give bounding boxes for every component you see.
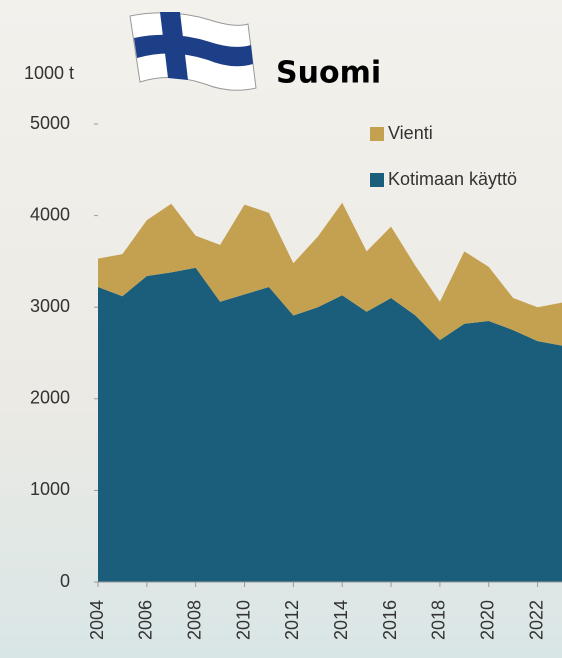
legend-swatch: [370, 173, 384, 187]
legend-swatch: [370, 127, 384, 141]
x-tick-label: 2018: [429, 600, 449, 640]
y-tick-label: 1000: [30, 479, 70, 499]
x-tick-label: 2022: [526, 600, 546, 640]
x-tick-label: 2016: [380, 600, 400, 640]
x-tick-label: 2006: [136, 600, 156, 640]
x-tick-label: 2004: [87, 600, 107, 640]
legend-label: Kotimaan käyttö: [388, 169, 517, 189]
area: [98, 202, 562, 346]
x-tick-label: 2012: [282, 600, 302, 640]
y-tick-label: 4000: [30, 204, 70, 224]
y-tick-label: 2000: [30, 388, 70, 408]
x-tick-label: 2014: [331, 600, 351, 640]
y-tick-label: 0: [60, 571, 70, 591]
y-tick-label: 3000: [30, 296, 70, 316]
y-tick-label: 5000: [30, 113, 70, 133]
legend-label: Vienti: [388, 123, 433, 143]
x-tick-label: 2020: [477, 600, 497, 640]
x-tick-label: 2010: [233, 600, 253, 640]
flag: [129, 12, 257, 91]
x-tick-label: 2008: [184, 600, 204, 640]
y-axis-label: 1000 t: [24, 63, 74, 83]
chart-title: Suomi: [276, 56, 381, 91]
area: [98, 267, 562, 582]
